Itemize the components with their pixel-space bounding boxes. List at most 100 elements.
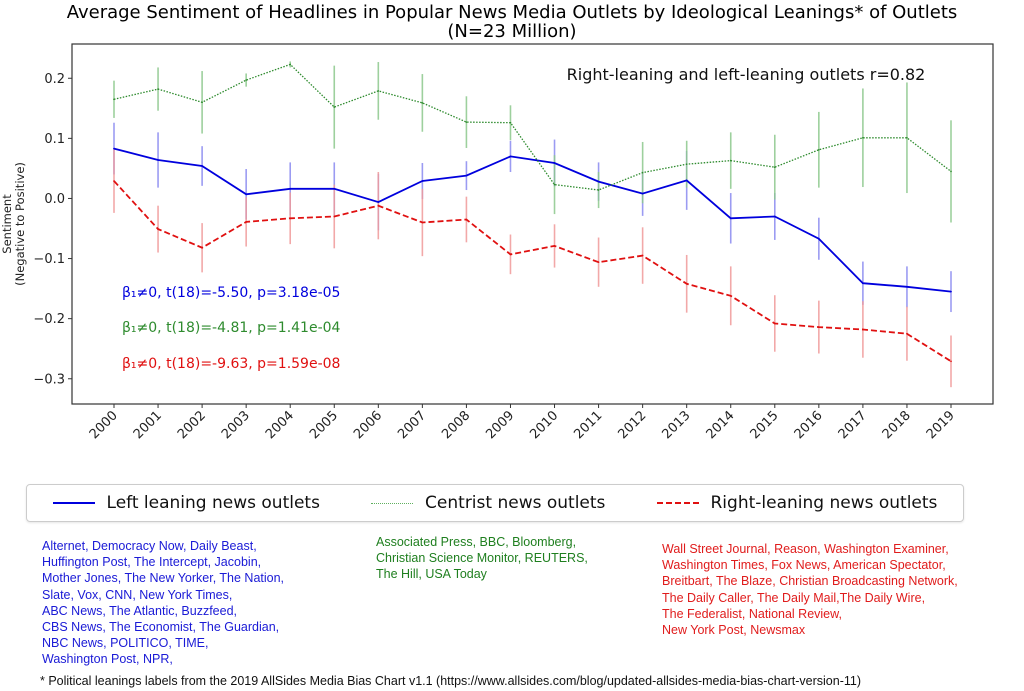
data-point [641,254,644,257]
x-tick-label: 2004 [263,408,297,442]
legend-item-right: Right-leaning news outlets [656,493,938,513]
chart-title: Average Sentiment of Headlines in Popula… [67,2,958,23]
data-point [113,98,115,101]
y-tick-label: 0.2 [44,72,65,87]
legend-label-centrist: Centrist news outlets [425,493,606,513]
data-point [377,201,380,203]
data-point [465,174,468,177]
data-point [333,215,336,218]
stat-left: β₁≠0, t(18)=-5.50, p=3.18e-05 [122,285,340,301]
x-tick-label: 2018 [880,408,914,442]
x-tick-label: 2016 [792,408,826,442]
data-point [289,217,292,220]
data-point [685,179,688,182]
data-point [421,221,424,224]
centrist-outlets-list: Associated Press, BBC, Bloomberg, Christ… [376,535,588,582]
y-tick-label: 0.1 [44,132,65,147]
x-tick-label: 2012 [615,408,649,442]
data-point [906,136,908,139]
chart-subtitle: (N=23 Million) [447,21,576,42]
x-tick-label: 2007 [395,408,429,442]
series-line-2 [113,180,952,363]
data-point [685,163,688,166]
data-point [729,295,732,297]
right-outlets-list: Wall Street Journal, Reason, Washington … [662,542,958,638]
series-line-1 [113,63,952,191]
legend-label-left: Left leaning news outlets [106,493,320,513]
data-point [509,121,512,124]
data-point [113,180,115,182]
correlation-annotation: Right-leaning and left-leaning outlets r… [567,65,926,84]
data-point [553,183,556,186]
x-tick-label: 2001 [131,408,165,442]
data-point [641,171,644,174]
data-point [201,101,203,104]
x-tick-label: 2019 [924,408,958,442]
x-tick-label: 2017 [836,408,870,442]
y-tick-label: −0.1 [33,252,65,267]
data-point [950,170,952,173]
data-point [553,245,556,247]
data-point [818,237,820,240]
series-marks [113,61,952,388]
series-0 [113,122,952,313]
data-point [641,192,644,195]
x-tick-label: 2002 [175,408,209,442]
x-tick-label: 2008 [439,408,473,442]
data-point [245,221,247,223]
y-tick-label: −0.2 [33,312,65,327]
data-point [333,188,336,190]
series-2 [113,149,952,388]
data-point [553,162,556,164]
data-point [245,193,247,196]
data-point [113,147,115,150]
data-point [906,286,908,288]
series-line-0 [113,147,952,293]
x-tick-label: 2011 [571,408,605,442]
data-point [597,261,600,263]
x-tick-label: 2015 [748,408,782,442]
legend-item-left: Left leaning news outlets [52,493,320,513]
data-point [862,282,864,284]
data-point [685,282,688,285]
data-point [818,148,820,151]
footnote: * Political leanings labels from the 201… [40,674,861,688]
x-tick-label: 2006 [351,408,385,442]
data-point [289,188,292,190]
data-point [333,106,336,108]
data-point [729,217,732,220]
data-point [509,253,512,256]
series-1 [113,61,952,223]
data-point [465,218,468,221]
x-tick-label: 2000 [87,408,121,442]
sentiment-line-chart: Average Sentiment of Headlines in Popula… [0,2,994,442]
stat-right: β₁≠0, t(18)=-9.63, p=1.59e-08 [122,356,340,372]
data-point [421,180,424,182]
stat-centrist: β₁≠0, t(18)=-4.81, p=1.41e-04 [122,320,341,336]
x-tick-label: 2014 [704,408,738,442]
data-point [157,228,159,230]
x-tick-label: 2010 [527,408,561,442]
x-tick-label: 2009 [483,408,517,442]
legend-swatch-left [52,502,95,504]
x-tick-label: 2005 [307,408,341,442]
data-point [377,90,380,92]
x-tick-label: 2003 [219,408,253,442]
plot-frame [71,43,994,405]
left-outlets-list: Alternet, Democracy Now, Daily Beast, Hu… [42,539,285,667]
data-point [201,246,203,249]
y-tick-label: −0.3 [33,372,65,387]
legend-swatch-right [656,502,699,504]
data-point [862,328,864,331]
data-point [729,159,732,162]
data-point [421,102,424,104]
y-axis-label-line2: (Negative to Positive) [13,162,27,286]
data-point [862,136,864,139]
data-point [773,322,776,325]
data-point [818,326,820,328]
data-point [289,63,292,66]
legend-label-right: Right-leaning news outlets [710,493,938,513]
data-point [906,332,908,335]
data-point [950,290,952,293]
data-point [201,165,203,167]
